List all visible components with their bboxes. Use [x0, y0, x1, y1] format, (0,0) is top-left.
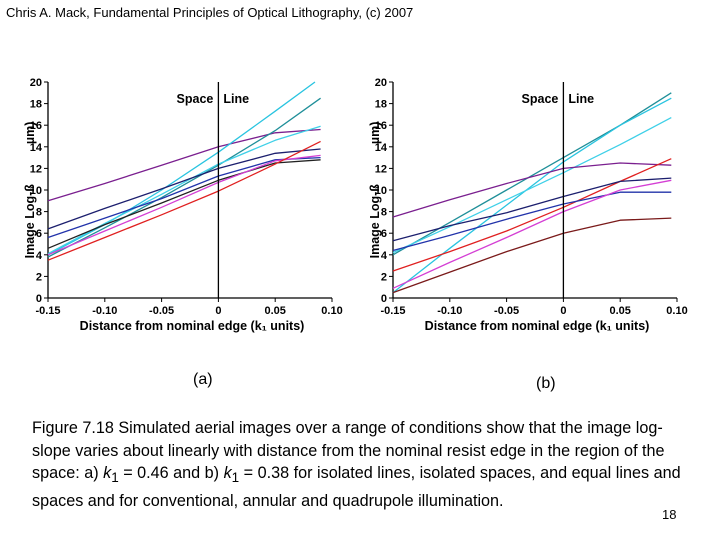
x-tick-label: -0.05 [149, 305, 174, 317]
series-line-black [47, 159, 321, 249]
y-tick-label: 2 [36, 271, 42, 283]
panel-label-a: (a) [193, 371, 213, 388]
series-line-dark-red [392, 217, 672, 294]
x-axis-title: Distance from nominal edge (k₁ units) [80, 319, 305, 333]
caption-part-3: = 0.38 for isolated lines, isolated spac… [32, 464, 681, 510]
series-line-blue [392, 191, 672, 252]
series-line-navy [392, 177, 672, 242]
y-axis-title: Image Log-ß µm) [23, 122, 37, 259]
y-tick-label: 14 [375, 142, 388, 154]
panel-label-b: (b) [536, 375, 556, 392]
series-line-teal [392, 92, 672, 256]
y-tick-label: 14 [30, 142, 43, 154]
y-tick-label: 0 [36, 293, 42, 305]
y-tick-label: 10 [375, 185, 387, 197]
y-tick-label: 8 [381, 207, 387, 219]
x-tick-label: -0.10 [437, 305, 462, 317]
x-tick-label: 0.10 [666, 305, 687, 317]
series-line-cyan-1 [47, 81, 316, 256]
x-tick-label: 0.10 [321, 305, 342, 317]
series-line-cyan-1 [392, 97, 672, 294]
y-axis-title-main: Image Log- [23, 192, 37, 259]
x-tick-label: 0.05 [264, 305, 285, 317]
x-axis-title: Distance from nominal edge (k₁ units) [425, 319, 650, 333]
y-axis-title-unit: µm) [368, 122, 382, 144]
figure-caption: Figure 7.18 Simulated aerial images over… [32, 417, 692, 512]
chart-a: 0 2 4 6 8 10 12 14 16 18 20 -0.15 -0.10 -0.05 0 0.05 0.1… [20, 70, 350, 340]
series-line-cyan-2 [392, 117, 672, 254]
series-line-purple [47, 128, 321, 202]
y-tick-label: 8 [36, 207, 42, 219]
series-line-red [392, 158, 672, 272]
x-tick-label: 0.05 [609, 305, 630, 317]
y-tick-label: 16 [375, 120, 387, 132]
series-line-magenta [392, 179, 672, 289]
y-tick-label: 4 [381, 250, 388, 262]
annotation-line: Line [568, 92, 594, 106]
y-tick-label: 12 [375, 163, 387, 175]
y-tick-label: 2 [381, 271, 387, 283]
x-tick-label: -0.05 [494, 305, 519, 317]
y-axis-title-main: Image Log- [368, 192, 382, 259]
y-tick-label: 20 [30, 77, 42, 89]
x-tick-label: -0.15 [35, 305, 60, 317]
series-line-purple [392, 162, 672, 218]
annotation-space: Space [522, 92, 559, 106]
caption-part-1: Figure 7.18 Simulated aerial images over… [32, 419, 665, 482]
x-tick-label: 0 [215, 305, 221, 317]
chart-b: 0 2 4 6 8 10 12 14 16 18 20 -0.15 -0.10 -0.05 0 0.05 0.1… [365, 70, 695, 340]
y-axis-title: Image Log-ß µm) [368, 122, 382, 259]
series-line-red [47, 140, 321, 261]
y-tick-label: 12 [30, 163, 42, 175]
caption-k1-sub-b: 1 [231, 470, 240, 486]
annotation-line: Line [223, 92, 249, 106]
y-tick-label: 18 [375, 99, 387, 111]
chart-svg: 0 2 4 6 8 10 12 14 16 18 20 -0.15 -0.10 -0.05 0 0.05 0.1… [368, 77, 688, 333]
y-tick-label: 16 [30, 120, 42, 132]
y-tick-label: 10 [30, 185, 42, 197]
chart-svg: 0 2 4 6 8 10 12 14 16 18 20 -0.15 -0.10 -0.05 0 0.05 0.1… [23, 77, 343, 333]
slide-header: Chris A. Mack, Fundamental Principles of… [6, 5, 414, 20]
y-tick-label: 6 [36, 228, 42, 240]
series-line-navy [47, 148, 321, 230]
caption-part-2: = 0.46 and b) [118, 464, 224, 482]
y-tick-label: 20 [375, 77, 387, 89]
x-tick-label: -0.10 [92, 305, 117, 317]
caption-k1-sub-a: 1 [111, 470, 119, 486]
series-line-teal [47, 97, 321, 258]
page-number: 18 [662, 507, 677, 522]
y-axis-title-slope-glyph: ß [368, 184, 382, 192]
x-tick-label: 0 [560, 305, 566, 317]
y-tick-label: 4 [36, 250, 43, 262]
annotation-space: Space [177, 92, 214, 106]
y-axis-title-slope-glyph: ß [23, 184, 37, 192]
caption-k1-b: k [223, 464, 232, 482]
y-tick-label: 6 [381, 228, 387, 240]
caption-k1-a: k [103, 464, 112, 482]
y-axis-title-unit: µm) [23, 122, 37, 144]
y-tick-label: 18 [30, 99, 42, 111]
x-tick-label: -0.15 [380, 305, 405, 317]
y-tick-label: 0 [381, 293, 387, 305]
